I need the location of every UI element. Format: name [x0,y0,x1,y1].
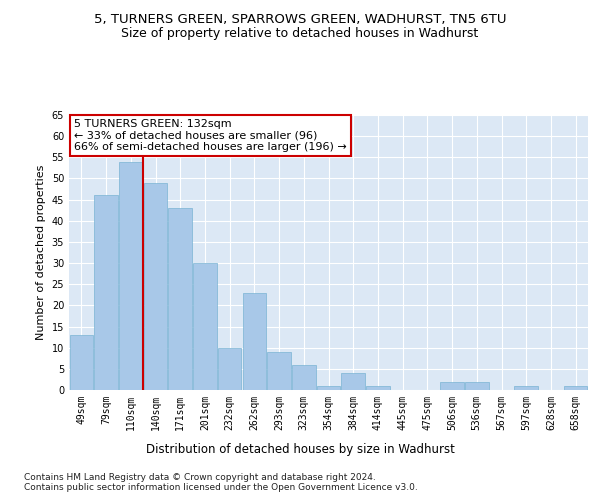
Text: Contains HM Land Registry data © Crown copyright and database right 2024.
Contai: Contains HM Land Registry data © Crown c… [24,472,418,492]
Bar [366,386,389,390]
Bar [465,382,488,390]
Text: Distribution of detached houses by size in Wadhurst: Distribution of detached houses by size … [146,442,454,456]
Bar [564,386,587,390]
Text: 5, TURNERS GREEN, SPARROWS GREEN, WADHURST, TN5 6TU: 5, TURNERS GREEN, SPARROWS GREEN, WADHUR… [94,12,506,26]
Text: 5 TURNERS GREEN: 132sqm
← 33% of detached houses are smaller (96)
66% of semi-de: 5 TURNERS GREEN: 132sqm ← 33% of detache… [74,119,347,152]
Text: Size of property relative to detached houses in Wadhurst: Size of property relative to detached ho… [121,28,479,40]
Bar [242,292,266,390]
Bar [169,208,192,390]
Bar [193,263,217,390]
Bar [144,182,167,390]
Bar [268,352,291,390]
Bar [514,386,538,390]
Bar [317,386,340,390]
Bar [440,382,464,390]
Bar [70,335,93,390]
Bar [94,196,118,390]
Bar [341,373,365,390]
Bar [292,364,316,390]
Bar [119,162,143,390]
Y-axis label: Number of detached properties: Number of detached properties [36,165,46,340]
Bar [218,348,241,390]
